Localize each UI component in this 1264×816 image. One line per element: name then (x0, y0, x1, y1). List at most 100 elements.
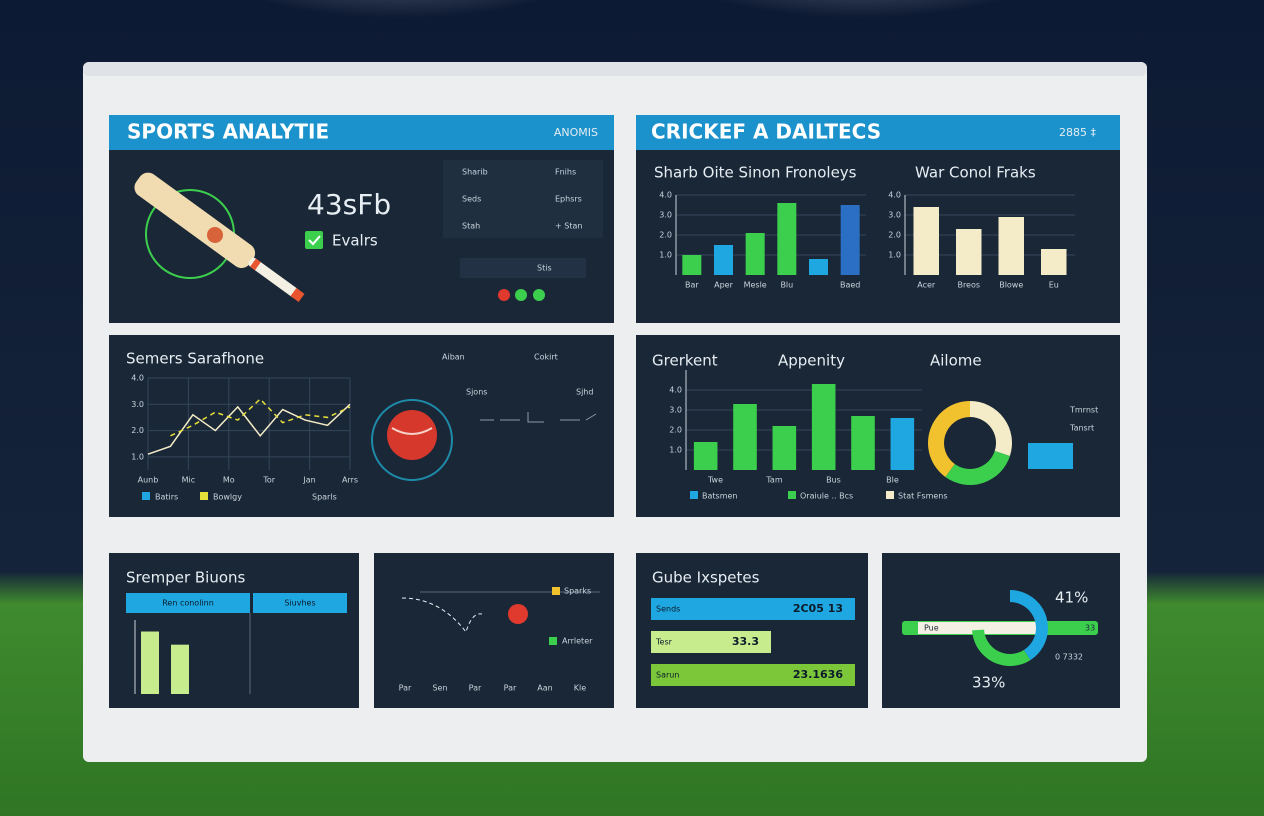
column-label: Cokirt (534, 353, 558, 362)
check-icon (305, 231, 323, 249)
x-tick-label: Aper (714, 281, 733, 290)
x-tick-label: Blu (780, 281, 793, 290)
progress-bar (651, 598, 855, 620)
panel-title: Grerkent (652, 352, 718, 370)
check-mark (308, 235, 321, 246)
note: Sjons (466, 388, 487, 397)
panel-header (636, 115, 1120, 150)
panel-title: Semers Sarafhone (126, 350, 264, 368)
bar (777, 203, 797, 275)
legend-label: Bowlgy (213, 493, 242, 502)
header-label: ANOMIS (554, 126, 598, 139)
bar (840, 205, 860, 275)
x-tick-label: Mesle (744, 281, 767, 290)
row-value: 23.1636 (793, 668, 843, 681)
bar (693, 442, 718, 470)
table-cell: + Stan (555, 222, 582, 231)
chart-title: Sharb Oite Sinon Fronoleys (654, 164, 857, 182)
panel-title: CRICKEF A DAILTECS (651, 120, 881, 144)
status-dot (498, 289, 510, 301)
metric: 43sFb (307, 188, 391, 221)
y-tick-label: 1.0 (131, 452, 144, 461)
panels (109, 115, 1120, 708)
status-dot (533, 289, 545, 301)
x-tick-label: Eu (1049, 281, 1059, 290)
data-label: 41% (1055, 589, 1088, 607)
legend-swatch (549, 637, 557, 645)
panel (636, 335, 1120, 517)
panel (109, 335, 614, 517)
tab[interactable] (253, 593, 347, 613)
y-tick-label: 4.0 (131, 374, 144, 383)
bar-value: 33 (1085, 624, 1095, 633)
x-tick-label: Bus (826, 476, 841, 485)
bar (772, 426, 797, 470)
legend-label: Batsmen (702, 492, 737, 501)
note: 0 7332 (1055, 653, 1083, 662)
x-tick-label: Mic (182, 476, 196, 485)
legend-swatch (142, 492, 150, 500)
x-tick-label: Aan (537, 684, 552, 693)
y-tick-label: 4.0 (659, 191, 672, 200)
x-tick-label: Par (504, 684, 517, 693)
progress-bar (651, 631, 771, 653)
y-tick-label: 2.0 (659, 231, 672, 240)
x-tick-label: Acer (917, 281, 936, 290)
donut-segment (1010, 590, 1048, 661)
bar (1041, 249, 1067, 275)
legend-swatch (200, 492, 208, 500)
tab-label[interactable]: Ren conolinn (162, 599, 214, 608)
bar (890, 418, 915, 470)
x-tick-label: Arrs (342, 476, 358, 485)
data-label: 33% (972, 674, 1005, 692)
legend-swatch (690, 491, 698, 499)
side-label: Tansrt (1069, 424, 1094, 433)
column-label: Aiban (442, 353, 465, 362)
row-value: 33.3 (732, 635, 759, 648)
legend-label: Sparls (312, 493, 337, 502)
row-label: Sends (656, 605, 680, 614)
donut-segment (972, 629, 1031, 667)
bar (851, 416, 875, 470)
legend-label: Oraiule .. Bcs (800, 492, 853, 501)
donut-segment (945, 451, 1010, 485)
x-tick-label: Baed (840, 281, 860, 290)
side-label: Tmrnst (1069, 406, 1098, 415)
bar (998, 217, 1024, 275)
tab-label[interactable]: Siuvhes (284, 599, 315, 608)
progress-bar (651, 664, 855, 686)
row-label: Sarun (656, 671, 679, 680)
trend-lines (480, 412, 597, 423)
table-cell: Fnihs (555, 168, 576, 177)
legend-swatch (552, 587, 560, 595)
x-tick-label: Blowe (999, 281, 1023, 290)
panel-title: Gube Ixspetes (652, 569, 760, 587)
x-tick-label: Ble (886, 476, 899, 485)
panel-title: SPORTS ANALYTIE (127, 120, 329, 144)
x-tick-label: Tam (765, 476, 782, 485)
ball (508, 604, 528, 624)
y-tick-label: 3.0 (131, 400, 144, 409)
x-tick-label: Aunb (138, 476, 159, 485)
table-cell: Seds (462, 195, 481, 204)
legend-label: Batirs (155, 493, 178, 502)
legend-swatch (886, 491, 894, 499)
window-bar (83, 62, 1147, 76)
donut-segment (970, 401, 1012, 456)
table-cell: Ephsrs (555, 195, 582, 204)
x-tick-label: Mo (223, 476, 235, 485)
bar (956, 229, 982, 275)
input-box (460, 258, 586, 278)
y-tick-label: 1.0 (669, 446, 682, 455)
legend-label: Stat Fsmens (898, 492, 948, 501)
ball-seam (391, 427, 433, 435)
table-box (443, 160, 603, 238)
x-tick-label: Jan (302, 476, 315, 485)
header-label: 2885 ‡ (1059, 126, 1096, 139)
legend-label: Arrleter (562, 637, 593, 646)
x-tick-label: Par (469, 684, 482, 693)
tab[interactable] (126, 593, 250, 613)
row-label: Tesr (655, 638, 673, 647)
y-tick-label: 4.0 (669, 386, 682, 395)
